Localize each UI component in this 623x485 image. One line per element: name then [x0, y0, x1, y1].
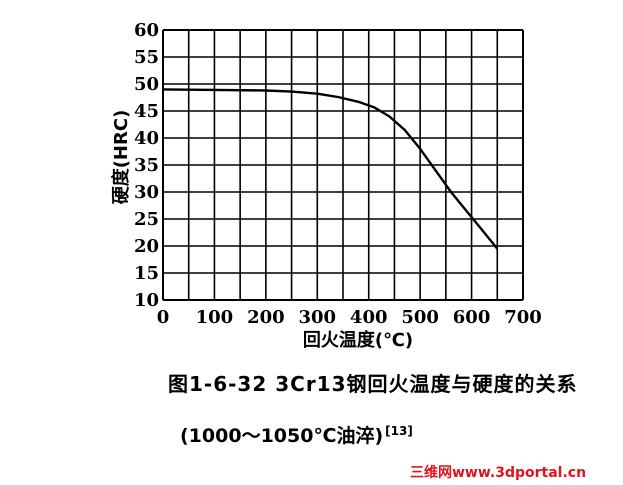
y-tick-label: 35 [134, 155, 159, 176]
chart-grid [162, 29, 524, 301]
caption-reference: [13] [385, 423, 413, 438]
x-axis-ticks: 0 100 200 300 400 500 600 700 [157, 307, 542, 328]
y-tick-label: 25 [134, 209, 159, 230]
y-tick-label: 10 [134, 290, 159, 311]
y-tick-label: 45 [134, 101, 159, 122]
y-tick-label: 15 [134, 263, 159, 284]
x-tick-label: 400 [350, 307, 388, 328]
y-tick-label: 30 [134, 182, 159, 203]
watermark-logo: 三维网www.3dportal.cn [410, 465, 587, 481]
x-tick-label: 0 [157, 307, 170, 328]
series-line-hardness [162, 88, 499, 250]
y-tick-label: 20 [134, 236, 159, 257]
y-axis-ticks: 10 15 20 25 30 35 40 45 50 55 60 [134, 20, 159, 311]
x-tick-label: 200 [247, 307, 285, 328]
caption-condition: (1000～1050℃油淬) [180, 425, 384, 447]
y-tick-label: 40 [134, 128, 159, 149]
x-tick-label: 100 [196, 307, 234, 328]
x-tick-label: 700 [504, 307, 542, 328]
y-tick-label: 55 [134, 47, 159, 68]
x-axis-title: 回火温度(℃) [303, 329, 413, 351]
x-tick-label: 300 [298, 307, 336, 328]
y-tick-label: 60 [134, 20, 159, 41]
x-tick-label: 600 [453, 307, 491, 328]
y-tick-label: 50 [134, 74, 159, 95]
x-tick-label: 500 [401, 307, 439, 328]
hardness-chart: 0 100 200 300 400 500 600 700 10 15 20 25 30 35 40 45 5… [110, 20, 542, 351]
y-axis-title: 硬度(HRC) [110, 110, 132, 205]
figure-caption-subtitle: (1000～1050℃油淬) [13] [180, 421, 413, 448]
figure-caption: 图1-6-32 3Cr13钢回火温度与硬度的关系 [168, 372, 578, 396]
